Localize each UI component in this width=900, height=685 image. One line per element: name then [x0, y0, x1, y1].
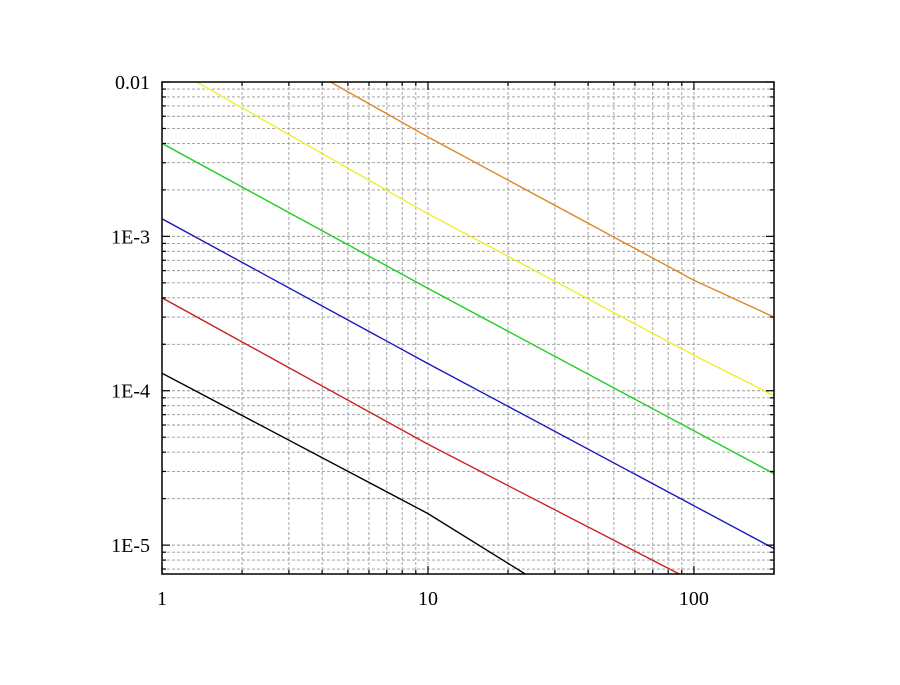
- x-tick-label: 1: [157, 588, 167, 610]
- series-line-1: [162, 372, 526, 574]
- y-tick-label: 1E-3: [111, 226, 150, 248]
- series-line-6: [330, 82, 774, 318]
- grid: [161, 81, 775, 574]
- y-tick-label: 0.01: [115, 72, 150, 94]
- series-line-4: [162, 142, 774, 475]
- tick-labels: 1 10 100 1E-5 1E-4 1E-3 0.01: [111, 72, 709, 610]
- y-tick-label: 1E-4: [111, 381, 150, 403]
- series-line-2: [162, 297, 681, 574]
- plot-frame: [161, 81, 775, 575]
- x-tick-label: 10: [418, 588, 438, 610]
- axis-ticks: [161, 81, 775, 574]
- series-line-5: [196, 82, 774, 397]
- series-line-3: [162, 218, 774, 550]
- y-tick-label: 1E-5: [111, 535, 150, 557]
- series-group: [162, 82, 774, 574]
- x-tick-label: 100: [679, 588, 709, 610]
